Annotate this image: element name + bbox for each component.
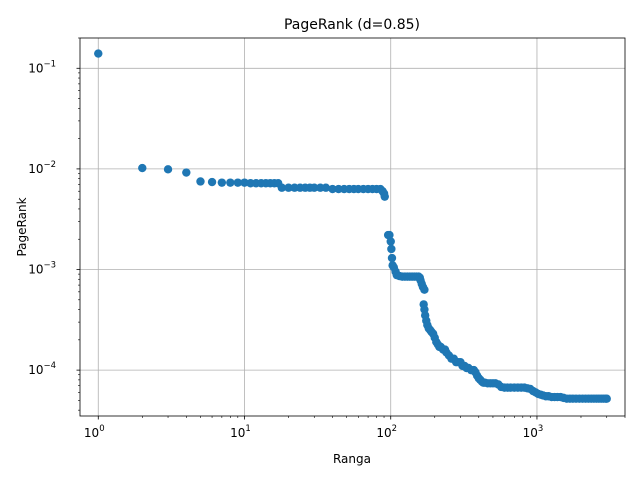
data-point bbox=[386, 237, 395, 246]
chart-title: PageRank (d=0.85) bbox=[284, 17, 420, 33]
data-point bbox=[602, 394, 611, 403]
axes-border bbox=[79, 37, 626, 417]
data-point bbox=[233, 178, 243, 187]
y-axis-label: PageRank bbox=[15, 197, 29, 256]
data-point bbox=[277, 183, 287, 192]
data-point bbox=[217, 178, 227, 187]
data-point bbox=[321, 183, 331, 192]
grid-layer bbox=[80, 38, 625, 416]
data-point bbox=[163, 165, 173, 174]
data-point bbox=[94, 49, 103, 58]
data-point bbox=[420, 285, 429, 294]
data-point bbox=[387, 244, 396, 254]
data-point bbox=[182, 168, 191, 177]
data-point bbox=[380, 192, 389, 201]
data-point bbox=[207, 177, 217, 187]
data-point bbox=[284, 183, 293, 192]
data-point bbox=[328, 184, 337, 194]
x-axis-label: Ranga bbox=[333, 452, 371, 466]
data-point bbox=[138, 163, 147, 173]
data-point bbox=[226, 178, 235, 187]
data-point bbox=[385, 230, 394, 240]
axes-frame bbox=[79, 37, 626, 417]
scatter-points bbox=[94, 49, 611, 403]
plot-area bbox=[80, 38, 625, 416]
data-point bbox=[196, 177, 205, 186]
data-point bbox=[310, 183, 319, 192]
data-point bbox=[387, 253, 397, 263]
data-point bbox=[240, 178, 249, 187]
